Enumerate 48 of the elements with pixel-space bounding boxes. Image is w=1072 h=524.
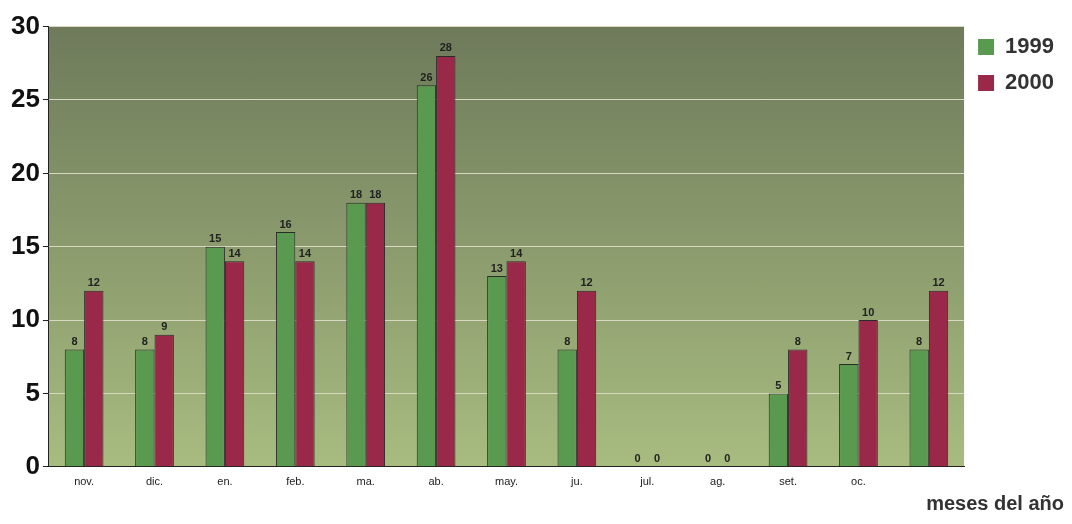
data-label: 0 <box>724 452 731 465</box>
x-tick-label: dic. <box>145 475 164 488</box>
data-label: 14 <box>298 246 312 259</box>
data-label: 8 <box>794 334 801 347</box>
x-tick-label: feb. <box>286 475 305 488</box>
x-tick-label: en. <box>217 475 233 488</box>
data-label: 12 <box>932 276 945 289</box>
x-tick-label: ju. <box>570 475 583 488</box>
y-tick-label: 25 <box>11 83 40 114</box>
data-label: 9 <box>161 320 168 333</box>
x-tick-label: ag. <box>710 475 726 488</box>
data-label: 0 <box>653 452 661 465</box>
data-label: 18 <box>369 188 382 201</box>
y-tick-label: 30 <box>11 9 40 40</box>
data-label: 14 <box>510 246 524 259</box>
data-label: 15 <box>209 232 222 245</box>
x-tick-label: ma. <box>356 475 375 488</box>
y-tick-label: 5 <box>25 376 40 407</box>
legend-label: 2000 <box>1005 69 1055 95</box>
legend-label: 1999 <box>1005 33 1055 59</box>
x-axis-title: meses del año <box>926 491 1064 514</box>
data-label: 12 <box>580 276 593 289</box>
data-label: 16 <box>279 217 292 230</box>
x-tick-label: set. <box>779 475 797 488</box>
x-tick-label: may. <box>494 475 518 488</box>
x-tick-label: nov. <box>74 475 95 488</box>
data-label: 8 <box>564 334 571 347</box>
x-tick-label: jul. <box>639 475 655 488</box>
data-label: 18 <box>349 188 363 201</box>
data-label: 8 <box>916 334 923 347</box>
data-label: 28 <box>439 41 452 54</box>
data-label: 13 <box>490 261 503 274</box>
data-label: 8 <box>141 334 148 347</box>
y-tick-label: 15 <box>11 229 40 260</box>
y-tick-label: 20 <box>11 156 40 187</box>
data-label: 0 <box>634 452 641 465</box>
y-tick-label: 10 <box>11 303 40 334</box>
data-label: 12 <box>87 276 100 289</box>
data-label: 0 <box>704 452 712 465</box>
data-label: 26 <box>420 70 433 83</box>
data-label: 10 <box>862 305 875 318</box>
y-tick-label: 0 <box>25 449 40 480</box>
x-tick-label: ab. <box>428 475 444 488</box>
x-tick-label: oc. <box>851 475 866 488</box>
data-label: 8 <box>71 334 78 347</box>
data-label: 7 <box>845 349 852 362</box>
data-label: 14 <box>228 246 242 259</box>
data-label: 5 <box>775 378 782 391</box>
